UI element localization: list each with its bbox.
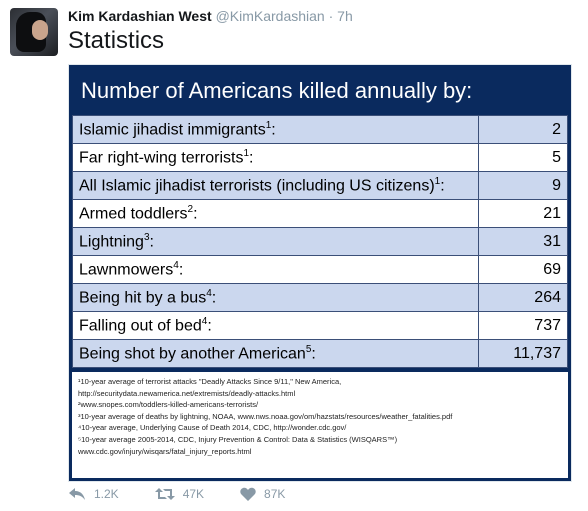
row-label-text: Islamic jihadist immigrants xyxy=(79,121,266,139)
footnote-line: www.cdc.gov/injury/wisqars/fatal_injury_… xyxy=(78,446,252,456)
row-label-text: Lightning xyxy=(79,233,144,251)
avatar[interactable] xyxy=(10,8,58,56)
row-label-colon: : xyxy=(207,317,212,335)
row-label: Being hit by a bus4: xyxy=(72,283,479,312)
table-row: Being shot by another American5: 11,737 xyxy=(72,339,568,368)
row-label: Lawnmowers4: xyxy=(72,255,479,284)
tweet-text: Statistics xyxy=(68,27,165,54)
row-label-text: Being shot by another American xyxy=(79,345,306,363)
reply-icon xyxy=(69,488,85,500)
author-name[interactable]: Kim Kardashian West xyxy=(68,8,212,24)
row-value: 2 xyxy=(478,115,568,144)
row-value: 264 xyxy=(478,283,568,312)
retweet-icon xyxy=(154,488,175,500)
footnotes: ¹10-year average of terrorist attacks "D… xyxy=(72,372,568,478)
tweet-actions: 1.2K 47K 87K xyxy=(68,484,321,504)
row-label-text: All Islamic jihadist terrorists (includi… xyxy=(79,177,435,195)
heart-icon xyxy=(240,487,256,501)
row-footnote-ref: 4 xyxy=(206,287,212,299)
table-row: Falling out of bed4: 737 xyxy=(72,311,568,340)
row-label: Lightning3: xyxy=(72,227,479,256)
row-footnote-ref: 5 xyxy=(305,343,312,355)
row-label: Islamic jihadist immigrants1: xyxy=(72,115,479,144)
table-row: Islamic jihadist immigrants1: 2 xyxy=(72,115,568,144)
retweet-button[interactable]: 47K xyxy=(154,487,205,501)
row-footnote-ref: 1 xyxy=(243,147,250,159)
footnote-line: http://securitydata.newamerica.net/extre… xyxy=(78,388,296,398)
footnote-line: ²www.snopes.com/toddlers-killed-american… xyxy=(78,400,259,410)
table-row: All Islamic jihadist terrorists (includi… xyxy=(72,171,568,200)
separator-dot: · xyxy=(328,8,334,24)
footnote-line: ³10-year average of deaths by lightning,… xyxy=(78,411,453,421)
row-label-colon: : xyxy=(271,121,276,139)
table-row: Lawnmowers4: 69 xyxy=(72,255,568,284)
row-value: 5 xyxy=(478,143,568,172)
retweet-count: 47K xyxy=(182,487,205,501)
like-button[interactable]: 87K xyxy=(240,487,285,501)
row-value: 737 xyxy=(478,311,568,340)
avatar-face xyxy=(32,20,48,40)
row-value: 11,737 xyxy=(478,339,568,368)
like-count: 87K xyxy=(264,487,286,501)
row-footnote-ref: 2 xyxy=(187,203,194,215)
author-handle[interactable]: @KimKardashian xyxy=(215,8,325,24)
row-label-colon: : xyxy=(193,205,198,223)
statistics-table: Islamic jihadist immigrants1: 2 Far right-… xyxy=(72,115,568,368)
row-label-colon: : xyxy=(149,233,154,251)
row-label: Armed toddlers2: xyxy=(72,199,479,228)
table-row: Far right-wing terrorists1: 5 xyxy=(72,143,568,172)
row-value: 31 xyxy=(478,227,568,256)
row-label-text: Lawnmowers xyxy=(79,261,174,279)
table-row: Being hit by a bus4: 264 xyxy=(72,283,568,312)
row-label: Falling out of bed4: xyxy=(72,311,479,340)
row-label: Being shot by another American5: xyxy=(72,339,479,368)
reply-button[interactable]: 1.2K xyxy=(68,487,119,501)
row-label-colon: : xyxy=(178,261,184,279)
footnote-line: ¹10-year average of terrorist attacks "D… xyxy=(78,377,342,386)
row-label-colon: : xyxy=(211,289,217,307)
row-label: Far right-wing terrorists1: xyxy=(72,143,479,172)
footnote-line: ⁵10-year average 2005-2014, CDC, Injury … xyxy=(78,434,398,444)
reply-count: 1.2K xyxy=(94,487,119,501)
row-label-text: Armed toddlers xyxy=(79,205,188,223)
table-row: Armed toddlers2: 21 xyxy=(72,199,568,228)
row-footnote-ref: 3 xyxy=(143,231,150,243)
tweet-image[interactable]: Number of Americans killed annually by: … xyxy=(68,64,572,482)
row-footnote-ref: 1 xyxy=(265,119,272,131)
row-footnote-ref: 1 xyxy=(434,175,441,187)
row-footnote-ref: 4 xyxy=(173,259,179,271)
footnote-line: ⁴10-year average, Underlying Cause of De… xyxy=(78,423,347,433)
row-value: 9 xyxy=(478,171,568,200)
row-label-colon: : xyxy=(311,345,316,363)
tweet-header: Kim Kardashian West @KimKardashian · 7h xyxy=(68,8,353,24)
row-label-text: Being hit by a bus xyxy=(79,289,207,307)
row-footnote-ref: 4 xyxy=(201,315,208,327)
row-value: 69 xyxy=(478,255,568,284)
row-label-text: Far right-wing terrorists xyxy=(79,149,244,167)
row-value: 21 xyxy=(478,199,568,228)
table-row: Lightning3: 31 xyxy=(72,227,568,256)
row-label-colon: : xyxy=(249,149,254,167)
row-label: All Islamic jihadist terrorists (includi… xyxy=(72,171,479,200)
row-label-colon: : xyxy=(440,177,445,195)
tweet-timestamp[interactable]: 7h xyxy=(337,8,353,24)
image-title: Number of Americans killed annually by: xyxy=(81,78,473,103)
row-label-text: Falling out of bed xyxy=(79,317,202,335)
